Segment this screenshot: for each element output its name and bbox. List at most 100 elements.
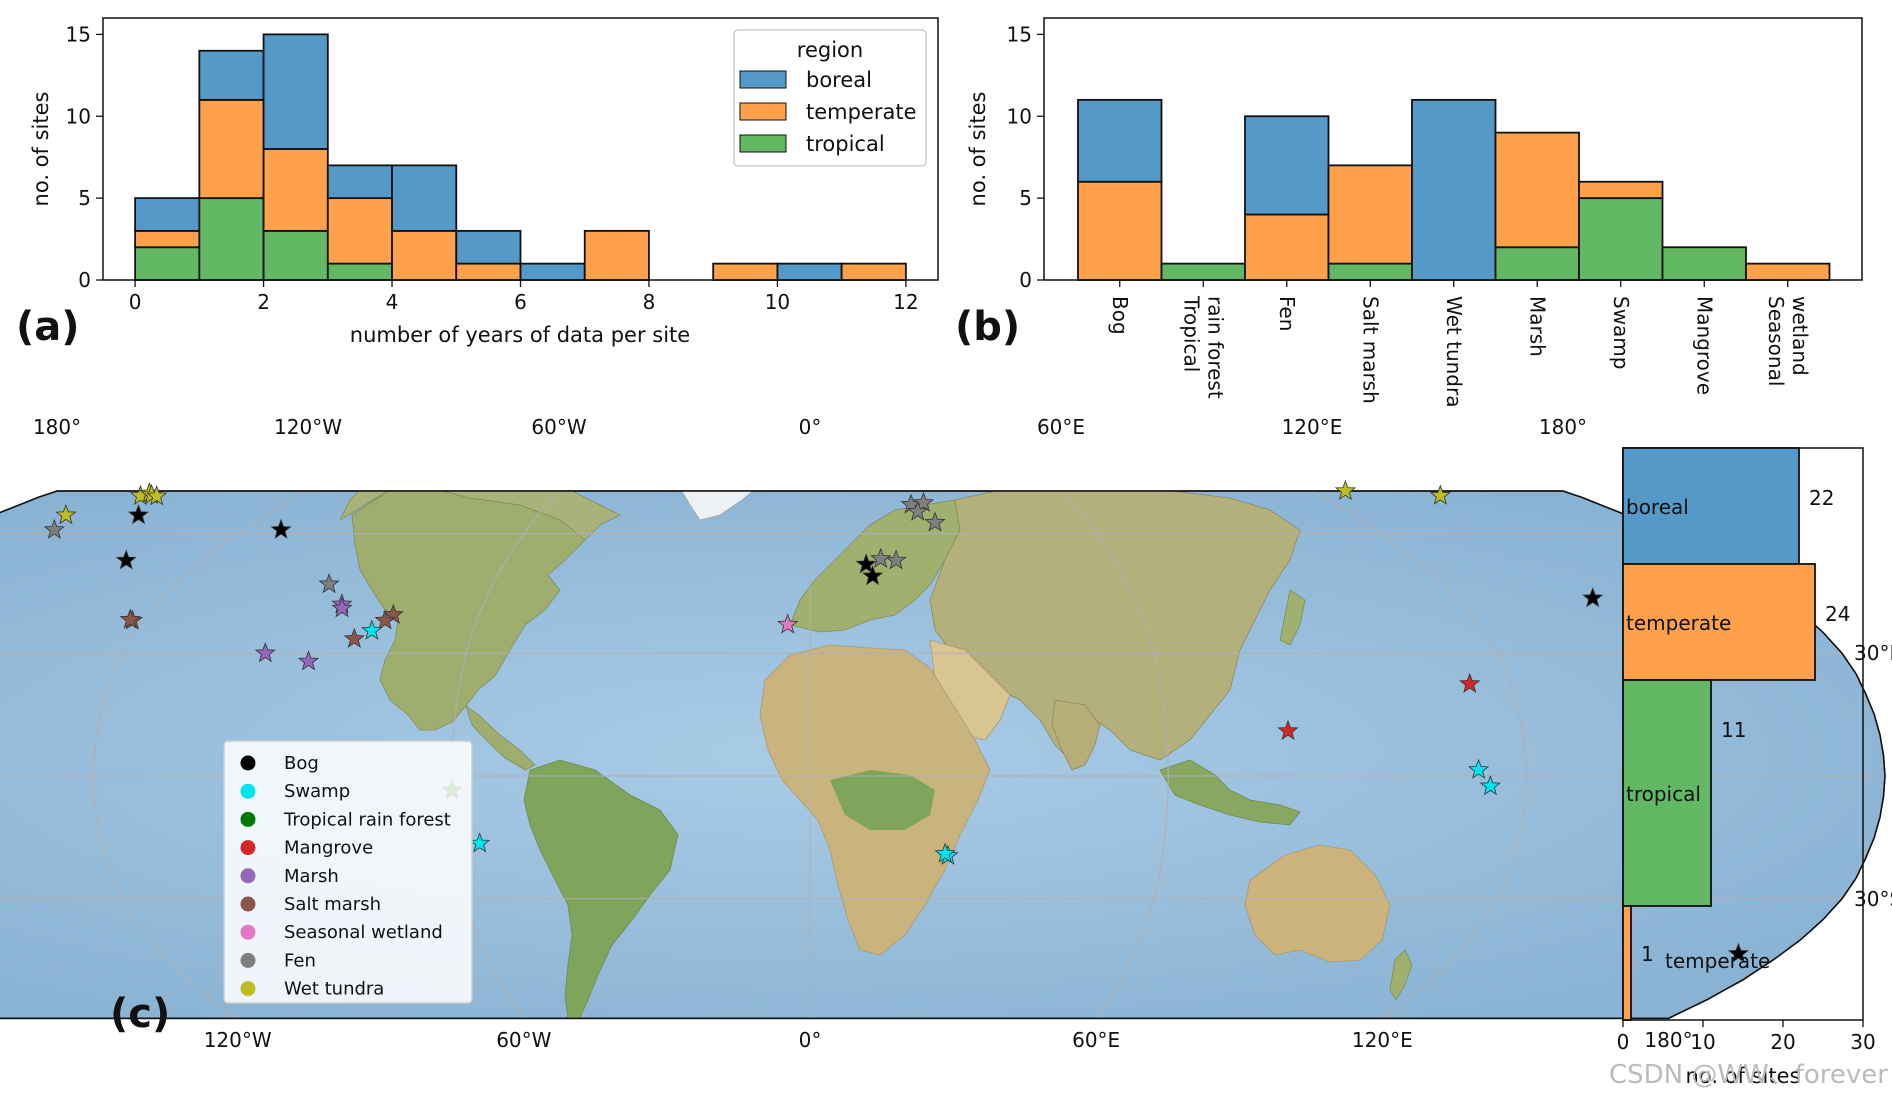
inset-bar-value: 24 (1825, 602, 1850, 626)
site-marker-salt-marsh (119, 608, 141, 629)
inset-bar-label: boreal (1626, 495, 1689, 519)
panel-a-bars (134, 33, 907, 281)
map-legend-dot-mangrove (240, 840, 256, 856)
site-marker-wet-tundra (55, 504, 77, 525)
x-tick-label: Fen (1275, 296, 1299, 331)
panel-a-legend: region boreal temperate tropical (733, 29, 927, 167)
x-tick-label: 6 (514, 290, 527, 314)
inset-bar-label: temperate (1665, 949, 1770, 973)
bottom-lon-label: 180° (1644, 1028, 1692, 1052)
site-marker-wet-tundra (146, 485, 168, 506)
bar-boreal-cat-4 (1411, 98, 1497, 281)
bar-temperate-bin-2 (262, 148, 329, 232)
bar-tropical-bin-3 (326, 262, 393, 281)
bar-temperate-cat-3 (1327, 164, 1413, 265)
top-lon-label: 0° (799, 415, 822, 439)
x-tick-label: wetland (1788, 296, 1812, 376)
bar-temperate-cat-8 (1745, 262, 1831, 281)
bar-boreal-bin-5 (455, 229, 522, 265)
x-tick-label: Marsh (1525, 296, 1549, 357)
panel-c-label: (c) (110, 991, 170, 1037)
y-tick-label: 10 (66, 104, 91, 128)
map-legend-label-swamp: Swamp (284, 781, 350, 802)
right-lat-label: 30°N (1854, 641, 1892, 665)
legend-swatch-temperate (739, 102, 787, 121)
map-legend-dot-marsh (240, 868, 256, 884)
map-legend-dot-seasonal-wetland (240, 924, 256, 940)
bar-boreal-bin-10 (776, 262, 843, 281)
inset-bar-value: 1 (1641, 942, 1654, 966)
x-tick-label: 20 (1770, 1030, 1795, 1054)
bar-temperate-cat-6 (1578, 180, 1664, 200)
legend-label-tropical: tropical (806, 132, 885, 156)
top-lon-label: 60°E (1037, 415, 1085, 439)
bar-temperate-bin-7 (583, 229, 650, 281)
panel-b-ylabel: no. of sites (966, 92, 990, 207)
y-tick-label: 15 (66, 22, 91, 46)
land-india (1051, 699, 1101, 771)
top-lon-label: 180° (33, 415, 81, 439)
bar-boreal-cat-0 (1077, 98, 1163, 183)
map-legend-dot-tropical-rain-forest (240, 811, 256, 827)
site-marker-bog (1727, 942, 1749, 963)
map-legend-dot-salt-marsh (240, 896, 256, 912)
inset-bar-temperate-3 (1622, 905, 1632, 1021)
site-marker-salt-marsh (374, 609, 396, 630)
map-legend-dot-wet-tundra (240, 981, 256, 997)
bar-boreal-bin-1 (198, 49, 265, 101)
map-legend-label-salt-marsh: Salt marsh (284, 894, 381, 915)
x-tick-label: Bog (1108, 296, 1132, 335)
land-japan (1279, 589, 1306, 646)
inset-xlabel: no. of sites (1686, 1064, 1801, 1088)
bar-temperate-bin-5 (455, 262, 522, 281)
inset-bars: 22 boreal 24 temperate 11 tropical 1 temperate (1622, 447, 1850, 1021)
bar-temperate-bin-3 (326, 197, 393, 265)
bar-boreal-bin-3 (326, 164, 393, 200)
map-legend-box (223, 740, 473, 1004)
site-marker-mangrove (1459, 672, 1481, 693)
map-legend-label-mangrove: Mangrove (284, 838, 373, 859)
panel-a-label: (a) (16, 304, 80, 350)
land-australia (1244, 844, 1391, 963)
site-marker-wet-tundra (1334, 479, 1357, 501)
bar-boreal-bin-4 (391, 164, 458, 232)
site-marker-bog (1582, 587, 1604, 608)
land-south-america (523, 759, 679, 1019)
land-greenland (669, 491, 766, 521)
top-lon-label: 120°W (274, 415, 342, 439)
inset-bar-boreal-0 (1622, 447, 1800, 565)
map-legend-label-fen: Fen (284, 950, 316, 971)
x-tick-label: Mangrove (1692, 296, 1716, 395)
land-africa-forest (830, 770, 935, 830)
bar-temperate-cat-0 (1077, 180, 1163, 281)
map-legend: Bog Swamp Tropical rain forest Mangrove Mars… (223, 740, 473, 1004)
legend-swatch-boreal (739, 70, 787, 89)
map-legend-label-marsh: Marsh (284, 866, 339, 887)
bar-boreal-cat-2 (1244, 115, 1330, 216)
panel-b-bars (1077, 98, 1831, 281)
top-lon-label: 120°E (1282, 415, 1343, 439)
site-marker-wet-tundra (1429, 484, 1451, 505)
bar-boreal-bin-2 (262, 33, 329, 150)
bar-tropical-cat-5 (1494, 246, 1580, 281)
x-tick-label: 12 (893, 290, 918, 314)
inset-bar-value: 22 (1809, 486, 1834, 510)
bar-boreal-bin-6 (519, 262, 586, 281)
site-marker-marsh (297, 650, 320, 671)
y-tick-label: 0 (1019, 268, 1032, 292)
meridian-line (1060, 490, 1169, 1019)
inset-bar-label: temperate (1626, 611, 1731, 635)
bar-temperate-bin-9 (712, 262, 779, 281)
top-lon-label: 180° (1539, 415, 1587, 439)
site-marker-bog (862, 565, 884, 586)
panel-b-bar-chart: Bog Tropical rain forest Fen Salt marsh Wet t… (955, 17, 1863, 407)
land-canada (339, 491, 621, 541)
land-central-america (465, 704, 536, 771)
x-tick-label: Swamp (1609, 296, 1633, 370)
site-marker-swamp (934, 842, 956, 863)
x-tick-label: 2 (257, 290, 270, 314)
panel-b-label: (b) (955, 304, 1020, 350)
x-tick-label: 30 (1850, 1030, 1875, 1054)
site-marker-fen (907, 500, 929, 521)
